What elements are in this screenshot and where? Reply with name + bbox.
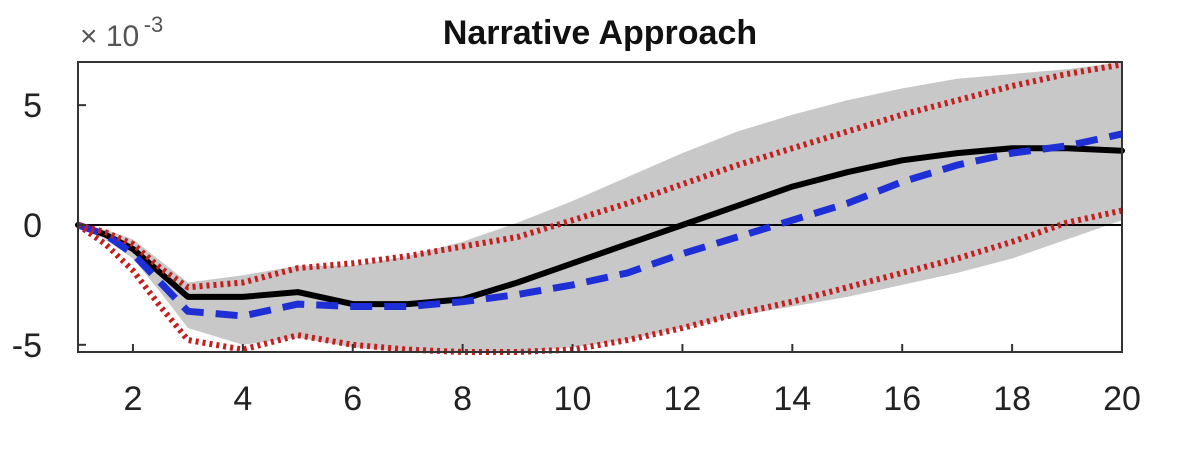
- y-axis: -5 0 5: [12, 87, 86, 365]
- series-line-2: [76, 130, 1123, 320]
- x-tick-label: 4: [233, 380, 252, 418]
- plot-area: [75, 61, 1125, 355]
- x-tick-label: 16: [883, 380, 921, 418]
- x-tick-label: 12: [664, 380, 702, 418]
- x-axis: 2 4 6 8 10 12 14 16 18 20: [123, 344, 1141, 418]
- y-tick-label: 0: [23, 207, 42, 245]
- axes-frame: [77, 61, 1123, 353]
- y-tick-label: 5: [23, 87, 42, 125]
- x-tick-label: 18: [993, 380, 1031, 418]
- x-tick-label: 2: [123, 380, 142, 418]
- x-tick-label: 20: [1103, 380, 1141, 418]
- x-tick-label: 8: [453, 380, 472, 418]
- series-line-3: [77, 61, 1123, 291]
- chart-title: Narrative Approach: [443, 14, 757, 52]
- y-tick-label: -5: [12, 327, 42, 365]
- exponent-base: × 10: [80, 20, 139, 53]
- confidence-band: [78, 62, 1122, 352]
- exponent-power: -3: [144, 12, 164, 37]
- series-line-1: [75, 145, 1125, 308]
- x-tick-label: 14: [773, 380, 811, 418]
- x-tick-label: 10: [554, 380, 592, 418]
- exponent-label: × 10 -3: [80, 12, 163, 53]
- x-tick-label: 6: [343, 380, 362, 418]
